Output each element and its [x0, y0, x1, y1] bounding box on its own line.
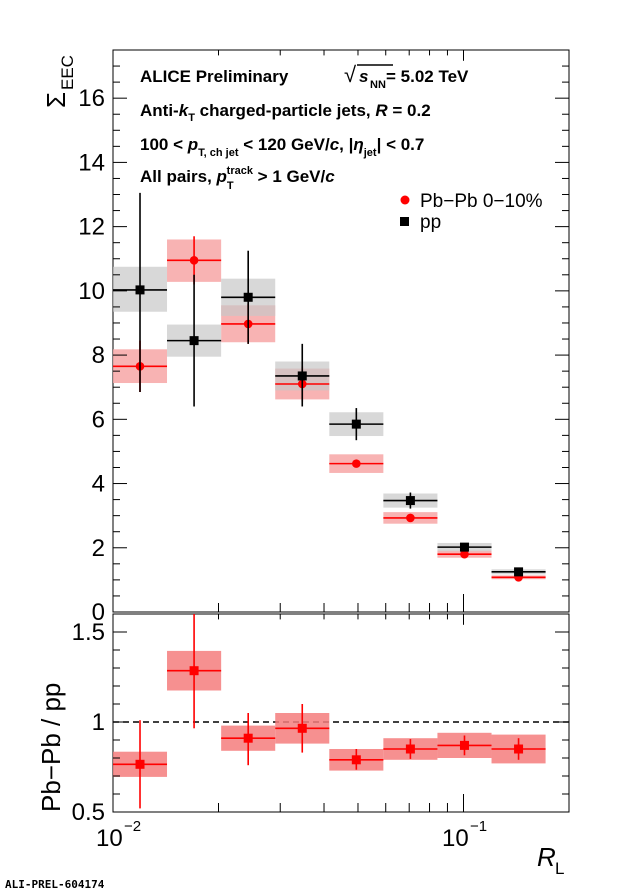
top-y-tick-label: 14 [78, 149, 105, 176]
xlabel-l: L [555, 859, 564, 878]
top-y-tick-label: 8 [92, 342, 105, 369]
footer-id: ALI-PREL-604174 [5, 878, 105, 891]
top-point-1-1 [189, 336, 199, 346]
top-data-points [113, 192, 546, 582]
bottom-point-0-3 [297, 723, 307, 733]
bottom-syst-boxes [113, 650, 546, 777]
legend: Pb−Pb 0−10% pp [400, 191, 543, 233]
top-point-0-4 [352, 459, 361, 468]
bottom-y-axis: 0.5 1 1.5 [72, 613, 569, 826]
top-y-tick-label: 12 [78, 214, 105, 241]
top-point-0-5 [406, 513, 415, 523]
bottom-point-0-4 [351, 755, 361, 765]
annotation-alice-preliminary: ALICE Preliminary [140, 67, 289, 86]
legend-label-pbpb: Pb−Pb 0−10% [420, 191, 543, 212]
top-frame [112, 49, 570, 613]
bottom-point-0-7 [514, 744, 524, 754]
xlabel-r: R [537, 842, 556, 872]
annotation-track-cut: All pairs, pTtrack > 1 GeV/c [140, 165, 335, 192]
annotation-pt-range: 100 < pT, ch jet < 120 GeV/c, |ηjet| < 0… [140, 135, 424, 159]
top-y-tick-label: 10 [78, 278, 105, 305]
bottom-panel: 0.5 1 1.5 10 −2 10 −1 R L Pb−Pb / pp [36, 613, 570, 878]
top-syst-boxes [113, 239, 546, 580]
bottom-y-tick-label: 1.5 [72, 619, 105, 646]
top-point-1-3 [297, 371, 307, 381]
bottom-point-0-6 [459, 740, 469, 750]
annotation-jet-algorithm: Anti-kT charged-particle jets, R = 0.2 [140, 101, 431, 124]
x-tick-label-1e-1: 10 [442, 825, 469, 852]
top-point-1-6 [459, 542, 469, 552]
top-point-1-4 [351, 419, 361, 429]
bottom-x-axis [112, 614, 570, 812]
top-point-0-6 [460, 549, 469, 559]
bottom-point-0-1 [189, 666, 199, 676]
top-y-tick-label: 16 [78, 85, 105, 112]
ratio-ylabel: Pb−Pb / pp [36, 683, 66, 812]
sqrt-symbol: √ [344, 62, 357, 87]
top-y-axis: 0 2 4 6 8 10 12 14 16 [78, 49, 569, 626]
x-tick-exp-1e-2: −2 [124, 818, 141, 835]
x-tick-exp-1e-1: −1 [470, 818, 487, 835]
top-point-1-7 [514, 567, 524, 577]
legend-label-pp: pp [420, 212, 441, 233]
bottom-y-tick-label: 1 [92, 709, 105, 736]
bottom-point-0-2 [243, 733, 253, 743]
legend-marker-pp [400, 217, 409, 226]
ylabel-sigma: Σ [41, 92, 71, 108]
annotation-energy: √ s NN = 5.02 TeV [344, 62, 469, 91]
top-point-1-2 [243, 292, 253, 302]
bottom-point-0-0 [135, 759, 145, 769]
top-y-tick-label: 2 [92, 535, 105, 562]
top-y-tick-label: 4 [92, 471, 105, 498]
top-y-tick-label: 0 [92, 599, 105, 626]
top-point-0-1 [189, 256, 199, 265]
energy-nn: NN [370, 79, 386, 91]
bottom-data-points [113, 614, 546, 809]
bottom-frame [112, 613, 570, 813]
top-y-axis-title: Σ EEC [41, 55, 77, 108]
top-panel: 0 2 4 6 8 10 12 14 16 ALICE Preliminary √ s NN =… [41, 49, 570, 626]
bottom-point-0-5 [405, 744, 415, 754]
bottom-y-tick-label: 0.5 [72, 799, 105, 826]
top-point-1-0 [135, 285, 145, 295]
top-x-ticks [112, 50, 570, 612]
top-y-tick-label: 6 [92, 406, 105, 433]
top-point-1-5 [405, 496, 415, 506]
energy-s: s [359, 67, 368, 86]
x-tick-label-1e-2: 10 [96, 825, 123, 852]
legend-marker-pbpb [400, 195, 410, 205]
ylabel-eec: EEC [58, 55, 77, 90]
energy-value: = 5.02 TeV [386, 67, 469, 86]
